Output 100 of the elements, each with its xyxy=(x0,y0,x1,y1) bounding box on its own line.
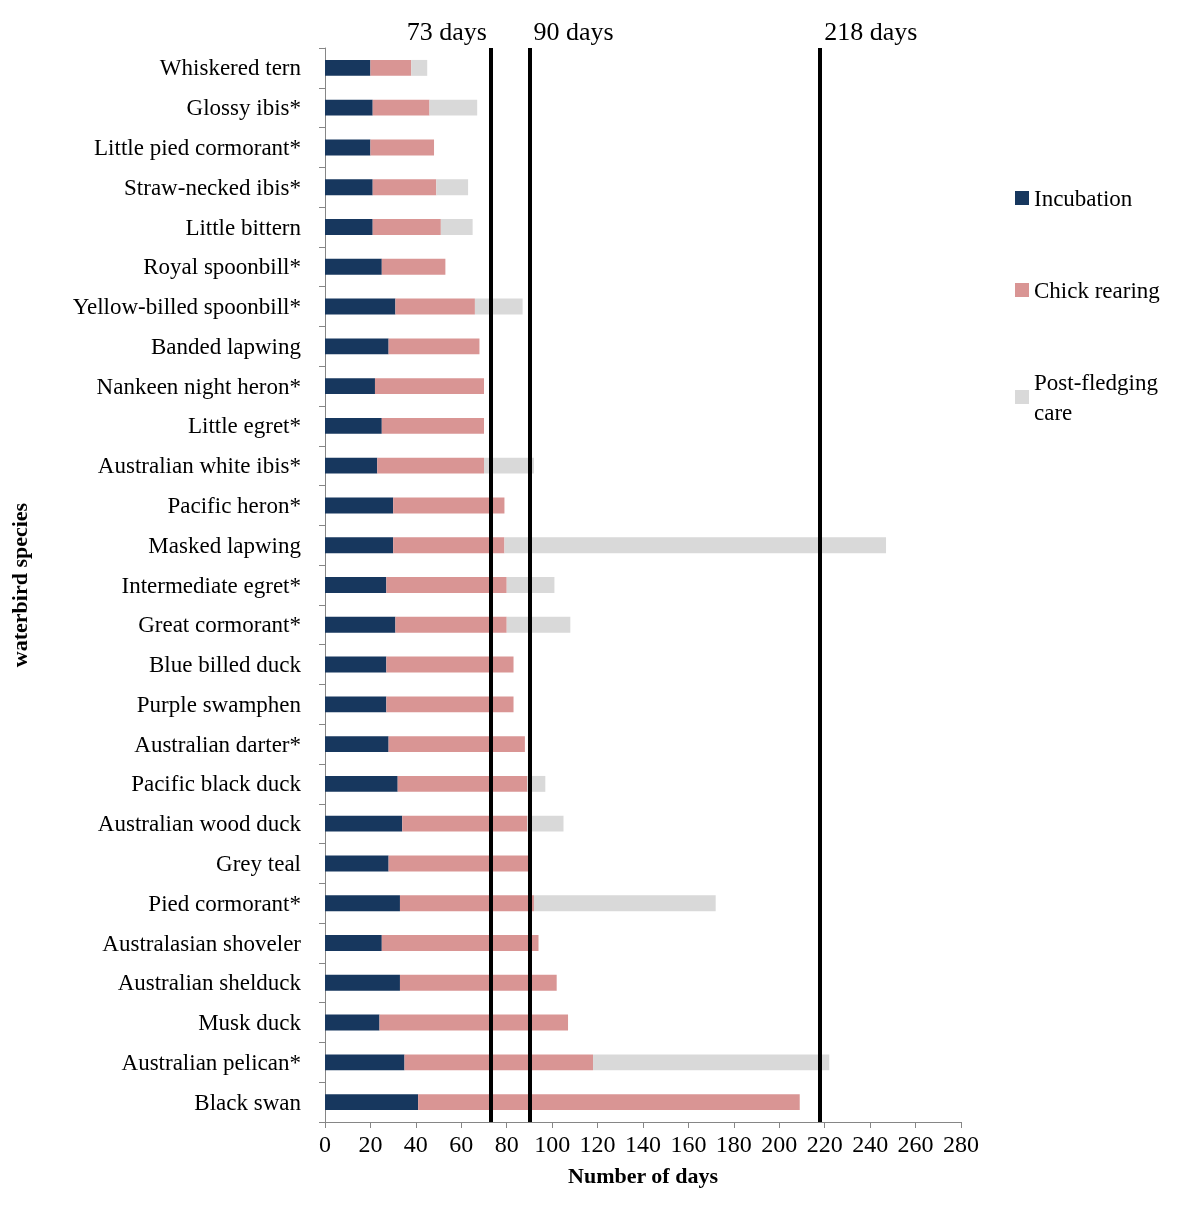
ref-line-label: 90 days xyxy=(533,16,614,46)
bar xyxy=(381,417,484,434)
bar xyxy=(404,1054,594,1071)
y-tick-label: Intermediate egret* xyxy=(121,572,301,598)
y-tick-label: Banded lapwing xyxy=(150,333,302,359)
x-tick-label: 260 xyxy=(897,1131,934,1157)
bar xyxy=(325,139,371,156)
x-tick-label: 0 xyxy=(319,1131,331,1157)
bar xyxy=(325,736,389,753)
bar xyxy=(411,59,428,76)
bar xyxy=(377,457,484,474)
bar xyxy=(325,815,403,832)
bar xyxy=(325,298,396,315)
x-tick-label: 220 xyxy=(806,1131,843,1157)
y-tick-label: Pied cormorant* xyxy=(148,890,301,916)
y-tick-label: Pacific black duck xyxy=(131,771,302,797)
x-tick-label: 240 xyxy=(852,1131,889,1157)
bar xyxy=(325,258,382,275)
bar xyxy=(388,736,525,753)
bar xyxy=(374,378,484,395)
y-tick-label: Blue billed duck xyxy=(148,652,302,678)
x-tick-label: 20 xyxy=(358,1131,383,1157)
bar xyxy=(506,616,571,633)
bar xyxy=(402,815,528,832)
x-axis-title: Number of days xyxy=(568,1162,719,1188)
bar xyxy=(325,974,400,991)
bar xyxy=(325,457,378,474)
bar xyxy=(370,59,412,76)
y-tick-label: Glossy ibis* xyxy=(186,95,301,121)
bar xyxy=(325,935,382,951)
x-tick-label: 180 xyxy=(715,1131,752,1157)
x-tick-label: 60 xyxy=(449,1131,474,1157)
bar xyxy=(399,974,557,991)
bar xyxy=(386,577,507,593)
ref-line-label: 218 days xyxy=(824,16,918,46)
bar xyxy=(381,258,446,275)
y-tick-label: Yellow-billed spoonbill* xyxy=(72,294,301,320)
x-tick-label: 140 xyxy=(625,1131,661,1157)
y-tick-label: Musk duck xyxy=(198,1010,302,1036)
y-tick-label: Grey teal xyxy=(216,850,301,876)
bar xyxy=(506,577,555,593)
bar xyxy=(418,1094,800,1111)
legend-label: Post-fledging care xyxy=(1034,369,1164,425)
bar xyxy=(325,696,387,713)
bar xyxy=(325,1054,405,1071)
y-tick-label: Whiskered tern xyxy=(159,55,302,81)
bar xyxy=(325,537,394,554)
bar xyxy=(386,696,514,713)
bar xyxy=(395,616,507,633)
bar xyxy=(325,895,400,912)
bar xyxy=(325,179,373,196)
y-axis-title: waterbird species xyxy=(6,502,32,668)
y-tick-label: Pacific heron* xyxy=(167,492,301,518)
bar xyxy=(370,139,435,156)
bar xyxy=(397,775,528,792)
bar xyxy=(393,537,505,554)
y-tick-label: Australian shelduck xyxy=(117,970,302,996)
bar xyxy=(393,497,505,514)
legend-label: Incubation xyxy=(1034,185,1133,211)
bar xyxy=(325,59,371,76)
x-tick-label: 280 xyxy=(943,1131,979,1157)
bar xyxy=(429,99,478,116)
bar xyxy=(325,855,389,872)
bar xyxy=(436,179,469,196)
bar xyxy=(325,378,375,395)
bar xyxy=(504,537,887,554)
bar xyxy=(325,219,373,235)
bar xyxy=(325,338,389,355)
y-tick-label: Straw-necked ibis* xyxy=(124,174,301,200)
y-tick-label: Little egret* xyxy=(187,413,301,439)
y-tick-label: Black swan xyxy=(194,1089,302,1115)
x-tick-label: 160 xyxy=(670,1131,707,1157)
y-tick-label: Purple swamphen xyxy=(136,691,302,717)
bar xyxy=(325,497,394,514)
bar xyxy=(533,895,716,912)
y-tick-label: Australian darter* xyxy=(134,731,301,757)
bar xyxy=(325,577,387,593)
y-tick-label: Great cormorant* xyxy=(138,612,301,638)
bar xyxy=(440,219,473,235)
bar xyxy=(379,1014,569,1031)
y-tick-label: Australian white ibis* xyxy=(97,453,301,479)
bar xyxy=(372,99,430,116)
bar xyxy=(325,775,398,792)
y-tick-label: Australian wood duck xyxy=(97,811,302,837)
bar xyxy=(474,298,523,315)
bar xyxy=(388,338,480,355)
bar xyxy=(372,219,441,235)
bar xyxy=(395,298,475,315)
bar xyxy=(386,656,514,673)
bar xyxy=(325,99,373,116)
y-tick-label: Royal spoonbill* xyxy=(143,254,301,280)
bar xyxy=(325,1014,380,1031)
bar xyxy=(593,1054,830,1071)
y-tick-label: Nankeen night heron* xyxy=(96,373,301,399)
legend-label: Chick rearing xyxy=(1034,277,1161,303)
bar xyxy=(399,895,534,912)
x-tick-label: 40 xyxy=(403,1131,428,1157)
ref-line-label: 73 days xyxy=(406,16,487,46)
bar xyxy=(381,935,539,951)
bar xyxy=(325,1094,419,1111)
